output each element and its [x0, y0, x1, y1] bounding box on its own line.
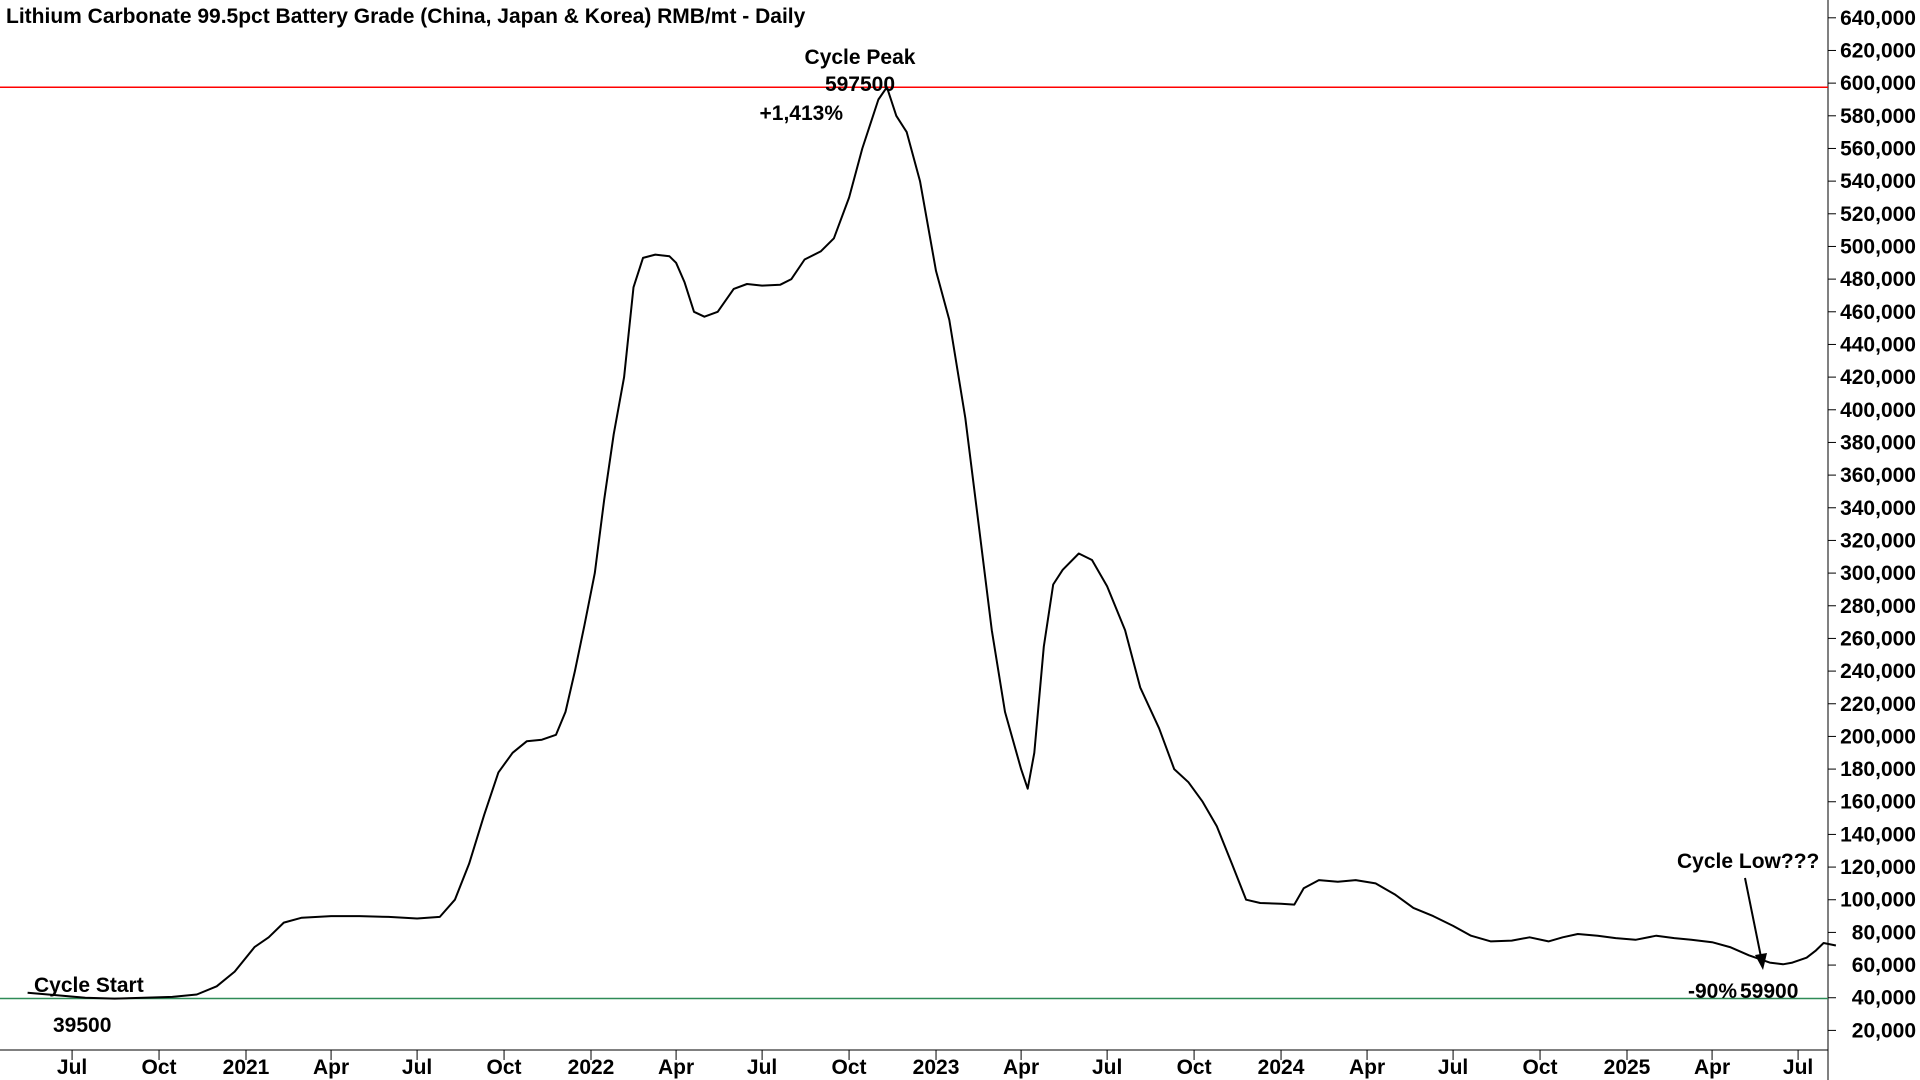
x-tick-label: Jul	[747, 1056, 777, 1079]
cycle-low-arrow	[1744, 877, 1763, 963]
y-tick-label: 320,000	[1840, 529, 1916, 552]
cycle-low-arrowhead	[1755, 953, 1767, 970]
cycle-low-label: Cycle Low???	[1677, 850, 1819, 873]
y-tick-label: 200,000	[1840, 725, 1916, 748]
x-tick-label: 2021	[223, 1056, 270, 1079]
y-tick-label: 300,000	[1840, 562, 1916, 585]
y-tick-label: 380,000	[1840, 431, 1916, 454]
y-tick-label: 460,000	[1840, 301, 1916, 324]
y-tick-label: 620,000	[1840, 39, 1916, 62]
x-tick-label: Oct	[487, 1056, 522, 1079]
y-tick-label: 580,000	[1840, 105, 1916, 128]
y-tick-label: 420,000	[1840, 366, 1916, 389]
x-tick-label: Jul	[1092, 1056, 1122, 1079]
x-tick-label: Oct	[1523, 1056, 1558, 1079]
chart-title: Lithium Carbonate 99.5pct Battery Grade …	[6, 5, 806, 28]
x-tick-label: Jul	[1438, 1056, 1468, 1079]
x-tick-label: Oct	[142, 1056, 177, 1079]
y-tick-label: 80,000	[1852, 921, 1916, 944]
y-tick-label: 520,000	[1840, 203, 1916, 226]
y-tick-label: 60,000	[1852, 954, 1916, 977]
x-tick-label: 2023	[913, 1056, 960, 1079]
x-tick-label: Apr	[313, 1056, 349, 1079]
x-tick-label: Apr	[658, 1056, 694, 1079]
start-value-label: 39500	[53, 1014, 111, 1037]
y-tick-label: 400,000	[1840, 399, 1916, 422]
y-tick-label: 120,000	[1840, 856, 1916, 879]
x-tick-label: 2024	[1258, 1056, 1305, 1079]
cycle-peak-label: Cycle Peak	[805, 46, 916, 69]
peak-value-label: 597500	[825, 73, 895, 96]
y-tick-label: 40,000	[1852, 987, 1916, 1010]
x-tick-label: 2025	[1604, 1056, 1651, 1079]
y-tick-label: 140,000	[1840, 823, 1916, 846]
x-tick-label: 2022	[568, 1056, 615, 1079]
y-tick-label: 220,000	[1840, 693, 1916, 716]
x-tick-label: Apr	[1003, 1056, 1039, 1079]
x-tick-label: Oct	[1177, 1056, 1212, 1079]
x-tick-label: Jul	[402, 1056, 432, 1079]
y-tick-label: 240,000	[1840, 660, 1916, 683]
y-tick-label: 480,000	[1840, 268, 1916, 291]
y-tick-label: 180,000	[1840, 758, 1916, 781]
price-series-line	[27, 86, 1837, 1000]
y-tick-label: 560,000	[1840, 137, 1916, 160]
x-tick-label: Apr	[1349, 1056, 1385, 1079]
y-tick-label: 360,000	[1840, 464, 1916, 487]
x-tick-label: Oct	[832, 1056, 867, 1079]
y-tick-label: 440,000	[1840, 333, 1916, 356]
x-tick-label: Jul	[1783, 1056, 1813, 1079]
y-tick-label: 20,000	[1852, 1019, 1916, 1042]
low-change-label: -90%	[1688, 980, 1737, 1003]
y-tick-label: 260,000	[1840, 627, 1916, 650]
y-tick-label: 500,000	[1840, 235, 1916, 258]
x-tick-label: Apr	[1694, 1056, 1730, 1079]
cycle-start-label: Cycle Start	[34, 974, 144, 997]
y-tick-label: 640,000	[1840, 7, 1916, 30]
y-tick-label: 340,000	[1840, 497, 1916, 520]
peak-change-label: +1,413%	[760, 102, 844, 125]
y-tick-label: 160,000	[1840, 791, 1916, 814]
y-tick-label: 280,000	[1840, 595, 1916, 618]
y-tick-label: 600,000	[1840, 72, 1916, 95]
x-tick-label: Jul	[57, 1056, 87, 1079]
y-tick-label: 100,000	[1840, 889, 1916, 912]
low-value-label: 59900	[1740, 980, 1798, 1003]
y-tick-label: 540,000	[1840, 170, 1916, 193]
